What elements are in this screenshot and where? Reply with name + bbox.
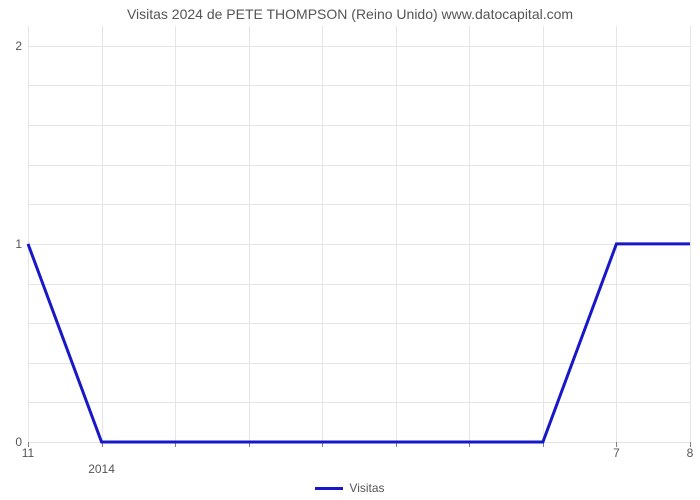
y-tick-label: 1 [15,237,22,251]
x-year-label: 2014 [88,462,115,476]
x-tick-label: 8 [687,446,694,460]
x-tick-label: 7 [613,446,620,460]
gridline-v [690,26,691,442]
x-tick-label: 11 [22,446,34,460]
legend-swatch [315,487,343,490]
plot-area: 01211782014 [28,26,690,442]
legend-label: Visitas [349,481,384,495]
legend: Visitas [0,480,700,495]
series-line [28,26,690,442]
y-tick-label: 2 [15,39,22,53]
chart-title: Visitas 2024 de PETE THOMPSON (Reino Uni… [0,6,700,22]
